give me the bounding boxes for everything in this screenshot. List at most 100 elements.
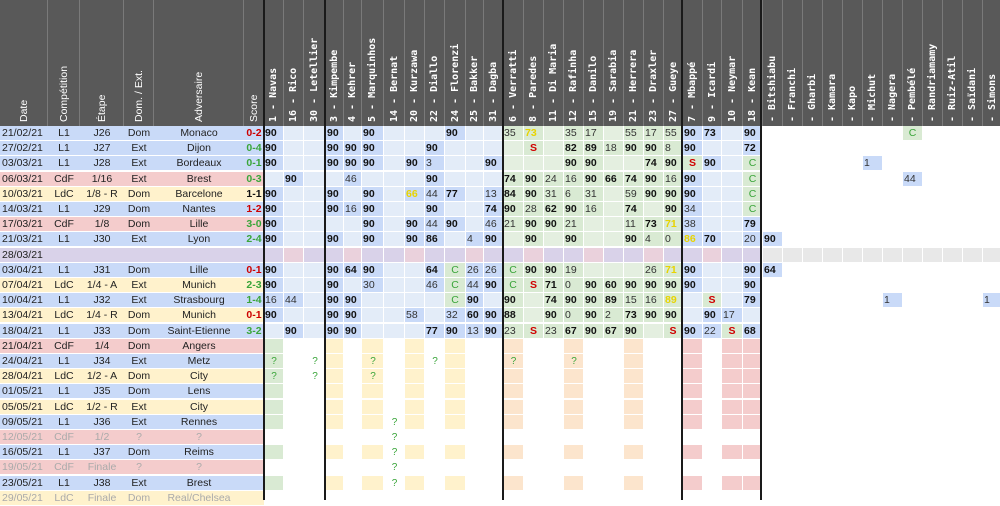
header-player[interactable]: - Bitshiabu: [763, 0, 783, 126]
lineup-cell: [743, 384, 763, 400]
lineup-cell: 70: [703, 232, 722, 248]
row-date[interactable]: 17/03/21: [0, 217, 48, 233]
header-score[interactable]: Score: [244, 0, 264, 126]
lineup-cell: [264, 171, 284, 187]
row-date[interactable]: 01/05/21: [0, 384, 48, 400]
lineup-cell: [722, 430, 743, 445]
header-player[interactable]: 15 - Danilo: [584, 0, 604, 126]
row-date[interactable]: 05/05/21: [0, 399, 48, 415]
header-player[interactable]: 8 - Paredes: [524, 0, 544, 126]
lineup-cell: C: [445, 262, 466, 278]
row-date[interactable]: 28/03/21: [0, 247, 48, 263]
header-player[interactable]: - Kamara: [823, 0, 843, 126]
header-player[interactable]: 11 - Di Maria: [544, 0, 564, 126]
row-date[interactable]: 06/03/21: [0, 171, 48, 187]
lineup-cell: [264, 460, 284, 476]
header-player[interactable]: - Simons: [983, 0, 1000, 126]
header-player[interactable]: 16 - Rico: [284, 0, 304, 126]
lineup-cell: [983, 232, 1000, 248]
header-player[interactable]: 21 - Herrera: [624, 0, 644, 126]
row-date[interactable]: 12/05/21: [0, 430, 48, 445]
header-player[interactable]: - Ruiz-Atil: [943, 0, 963, 126]
header-player[interactable]: 3 - Kimpembe: [326, 0, 344, 126]
lineup-cell: [644, 399, 664, 415]
header-player[interactable]: 1 - Navas: [264, 0, 284, 126]
row-date[interactable]: 27/02/21: [0, 141, 48, 157]
header-adversaire[interactable]: Adversaire: [154, 0, 244, 126]
lineup-cell: [644, 430, 664, 445]
row-date[interactable]: 21/04/21: [0, 338, 48, 354]
row-date[interactable]: 03/04/21: [0, 262, 48, 278]
lineup-cell: [963, 278, 983, 293]
header-player[interactable]: 18 - Kean: [743, 0, 763, 126]
lineup-cell: 90: [544, 308, 564, 324]
header-domext[interactable]: Dom. / Ext.: [124, 0, 154, 126]
row-adversaire: Munich: [154, 278, 244, 293]
header-player[interactable]: 24 - Florenzi: [445, 0, 466, 126]
lineup-cell: [425, 399, 445, 415]
lineup-cell: [564, 354, 584, 369]
header-player[interactable]: 22 - Diallo: [425, 0, 445, 126]
header-player[interactable]: - Randriamamy: [923, 0, 943, 126]
lineup-cell: 35: [564, 126, 584, 141]
header-player[interactable]: - Nagera: [883, 0, 903, 126]
header-player[interactable]: 23 - Draxler: [644, 0, 664, 126]
row-date[interactable]: 16/05/21: [0, 445, 48, 461]
header-player[interactable]: 30 - Letellier: [304, 0, 326, 126]
header-player[interactable]: 10 - Neymar: [722, 0, 743, 126]
header-player[interactable]: - Michut: [863, 0, 883, 126]
header-player[interactable]: - Gharbi: [803, 0, 823, 126]
row-date[interactable]: 29/05/21: [0, 490, 48, 506]
lineup-cell: [983, 430, 1000, 445]
row-date[interactable]: 24/04/21: [0, 354, 48, 369]
lineup-cell: [963, 308, 983, 324]
lineup-cell: [264, 414, 284, 430]
header-player[interactable]: - Kapo: [843, 0, 863, 126]
row-adversaire: Nantes: [154, 202, 244, 217]
row-date[interactable]: 21/03/21: [0, 232, 48, 248]
row-date[interactable]: 10/04/21: [0, 293, 48, 309]
header-player[interactable]: - Pembélé: [903, 0, 923, 126]
lineup-cell: [405, 262, 425, 278]
header-player[interactable]: 25 - Bakker: [466, 0, 484, 126]
row-date[interactable]: 13/04/21: [0, 308, 48, 324]
header-player[interactable]: 7 - Mbappé: [683, 0, 703, 126]
row-adversaire: City: [154, 399, 244, 415]
row-score: 1-1: [244, 186, 264, 202]
header-player[interactable]: 5 - Marquinhos: [362, 0, 384, 126]
row-date[interactable]: 14/03/21: [0, 202, 48, 217]
lineup-cell: [883, 430, 903, 445]
lineup-cell: [783, 262, 803, 278]
row-etape: J30: [80, 232, 124, 248]
header-player[interactable]: 6 - Verratti: [503, 0, 524, 126]
header-player[interactable]: 4 - Kehrer: [344, 0, 362, 126]
row-date[interactable]: 23/05/21: [0, 475, 48, 491]
row-date[interactable]: 07/04/21: [0, 278, 48, 293]
row-date[interactable]: 10/03/21: [0, 186, 48, 202]
row-date[interactable]: 21/02/21: [0, 126, 48, 141]
header-player[interactable]: 20 - Kurzawa: [405, 0, 425, 126]
lineup-cell: [843, 490, 863, 506]
header-date[interactable]: Date: [0, 0, 48, 126]
header-player[interactable]: - Saïdani: [963, 0, 983, 126]
row-date[interactable]: 03/03/21: [0, 156, 48, 172]
lineup-cell: [425, 445, 445, 461]
lineup-cell: [284, 232, 304, 248]
lineup-cell: [843, 202, 863, 217]
lineup-cell: [903, 217, 923, 233]
row-date[interactable]: 19/05/21: [0, 460, 48, 476]
header-player[interactable]: - Franchi: [783, 0, 803, 126]
row-date[interactable]: 18/04/21: [0, 323, 48, 339]
header-etape[interactable]: Étape: [80, 0, 124, 126]
player-name: 7 - Mbappé: [687, 61, 698, 122]
header-player[interactable]: 9 - Icardi: [703, 0, 722, 126]
header-competition[interactable]: Compétition: [48, 0, 80, 126]
header-player[interactable]: 31 - Dagba: [484, 0, 503, 126]
header-player[interactable]: 19 - Sarabia: [604, 0, 624, 126]
row-date[interactable]: 28/04/21: [0, 369, 48, 385]
lineup-cell: [524, 308, 544, 324]
row-date[interactable]: 09/05/21: [0, 414, 48, 430]
lineup-cell: [783, 460, 803, 476]
header-player[interactable]: 14 - Bernat: [384, 0, 405, 126]
header-player[interactable]: 12 - Rafinha: [564, 0, 584, 126]
